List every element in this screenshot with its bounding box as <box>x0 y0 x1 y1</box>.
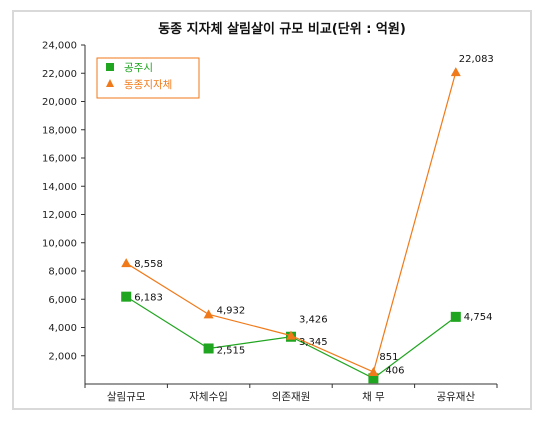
data-label: 4,932 <box>217 305 246 316</box>
legend-triangle-marker <box>106 79 114 87</box>
y-tick-label: 10,000 <box>42 238 77 249</box>
data-point-marker <box>203 343 214 354</box>
y-tick-label: 4,000 <box>48 323 77 334</box>
x-tick-label: 의존재원 <box>272 391 311 403</box>
data-point-marker <box>450 311 461 322</box>
series-line-2 <box>125 71 457 373</box>
x-axis: 살림규모 자체수입 의존재원 채 무 공유재산 <box>84 383 498 403</box>
y-axis: 2,000 4,000 6,000 8,000 10,000 12,000 14,000 16… <box>42 41 86 384</box>
y-tick-label: 18,000 <box>42 125 77 136</box>
data-label: 406 <box>385 365 404 376</box>
data-label: 8,558 <box>134 259 163 270</box>
y-tick-label: 20,000 <box>42 97 77 108</box>
data-point-marker <box>368 373 379 384</box>
y-tick-label: 14,000 <box>42 182 77 193</box>
x-tick-label: 자체수입 <box>189 390 228 403</box>
data-point-marker <box>121 291 132 302</box>
y-tick-label: 2,000 <box>48 351 77 362</box>
x-tick-label: 채 무 <box>362 391 385 403</box>
data-point-marker <box>203 309 214 319</box>
data-label: 22,083 <box>459 54 494 65</box>
y-tick-label: 6,000 <box>48 295 77 306</box>
chart-title: 동종 지자체 살림살이 규모 비교(단위 : 억원) <box>158 21 406 37</box>
legend-label-series-1: 공주시 <box>124 62 153 74</box>
data-label: 6,183 <box>134 293 163 304</box>
data-point-marker <box>450 67 461 77</box>
data-label: 3,345 <box>299 337 328 348</box>
x-tick-label: 살림규모 <box>107 391 146 403</box>
y-tick-label: 12,000 <box>42 210 77 221</box>
data-label: 4,754 <box>464 312 493 323</box>
legend-square-marker <box>106 63 114 71</box>
y-tick-label: 22,000 <box>42 69 77 80</box>
y-tick-label: 16,000 <box>42 154 77 165</box>
legend-label-series-2: 동종지자체 <box>124 79 172 91</box>
legend: 공주시 동종지자체 <box>96 57 200 99</box>
series-layer: 6,183 2,515 3,345 406 4,754 8,558 4,932 3,426 85… <box>121 54 494 384</box>
data-point-marker <box>286 330 296 340</box>
data-point-marker <box>121 258 132 268</box>
data-point-marker <box>368 366 379 376</box>
y-tick-label: 8,000 <box>48 267 77 278</box>
data-label: 2,515 <box>217 345 246 356</box>
data-label: 3,426 <box>299 315 328 326</box>
y-tick-label: 24,000 <box>42 41 77 52</box>
data-label: 851 <box>379 352 398 363</box>
x-tick-label: 공유재산 <box>436 391 475 403</box>
